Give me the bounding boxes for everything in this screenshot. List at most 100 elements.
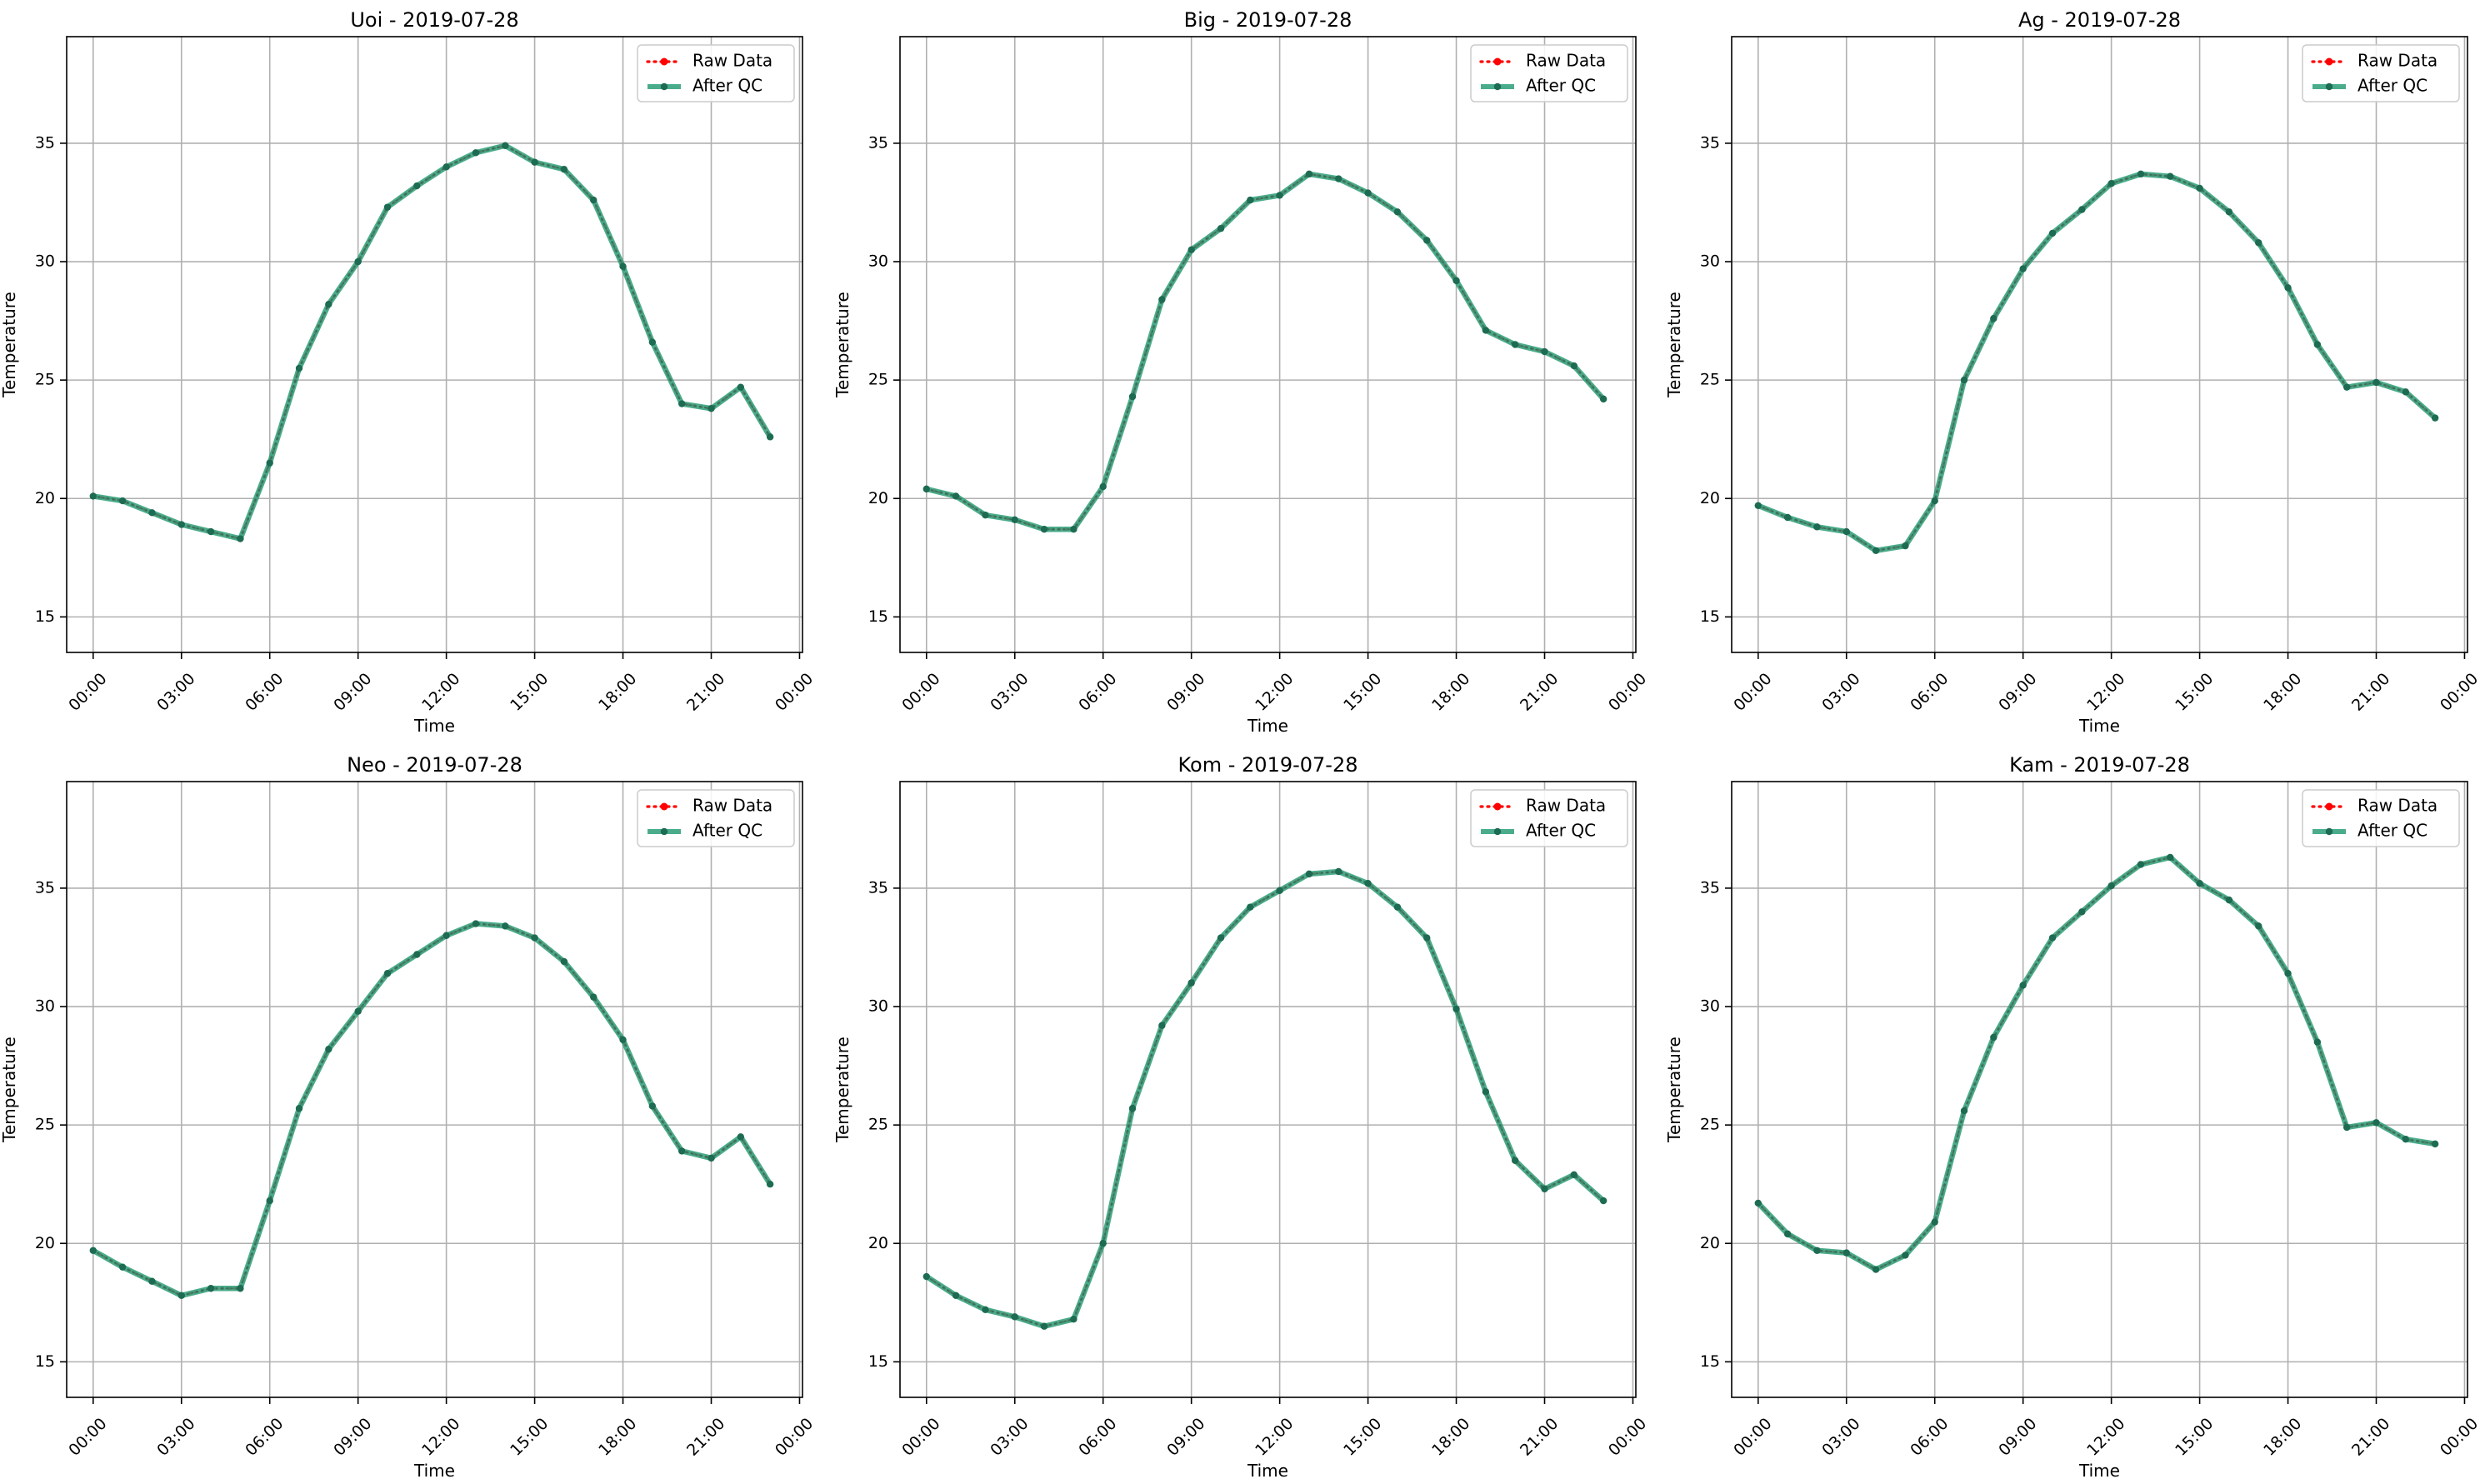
x-tick-label: 03:00 [1818, 1415, 1863, 1460]
x-tick-label: 00:00 [772, 670, 817, 715]
raw-data-line [92, 144, 772, 541]
subplot-6: 00:00 03:00 06:00 09:00 12:00 15:00 18:00 21:00… [1664, 753, 2482, 1481]
x-tick-label: 00:00 [898, 670, 943, 715]
after-qc-point [442, 932, 450, 939]
plot-frame [899, 781, 1637, 1398]
after-qc-point [1305, 870, 1313, 878]
x-axis-label: Time [1247, 716, 1288, 736]
after-qc-point [207, 527, 215, 536]
after-qc-point [1511, 341, 1519, 348]
x-tick-label: 12:00 [418, 670, 463, 715]
x-tick-label: 18:00 [595, 670, 640, 715]
legend-raw-marker [1493, 802, 1502, 811]
x-tick-label: 21:00 [1517, 1415, 1562, 1460]
after-qc-point [207, 1285, 215, 1292]
x-tick-label: 09:00 [1995, 670, 2040, 715]
raw-data-line [925, 870, 1605, 1328]
x-tick-label: 03:00 [153, 670, 198, 715]
y-tick-label: 15 [868, 607, 888, 626]
after-qc-point [1099, 1240, 1107, 1247]
after-qc-point [1364, 880, 1372, 887]
x-tick-label: 21:00 [683, 670, 728, 715]
x-tick-label: 00:00 [1605, 670, 1650, 715]
after-qc-point [1011, 1313, 1018, 1321]
after-qc-point [295, 364, 303, 372]
after-qc-point [2225, 896, 2233, 904]
after-qc-point [560, 957, 568, 966]
after-qc-point [766, 433, 774, 441]
y-tick-label: 35 [35, 133, 55, 152]
x-tick-label: 21:00 [683, 1415, 728, 1460]
y-tick-label: 15 [35, 1352, 55, 1371]
after-qc-point [325, 1045, 332, 1053]
after-qc-point [1902, 1252, 1909, 1259]
after-qc-point [1813, 1247, 1821, 1254]
after-qc-point [89, 492, 97, 500]
after-qc-point [383, 203, 392, 211]
y-tick-label: 25 [868, 371, 888, 389]
y-tick-label: 25 [1700, 371, 1720, 389]
subplot-5: 00:00 03:00 06:00 09:00 12:00 15:00 18:00 21:00… [832, 753, 1650, 1481]
after-qc-point [952, 1292, 960, 1299]
after-qc-point [354, 1007, 362, 1015]
legend-raw-label: Raw Data [692, 51, 772, 71]
after-qc-point [2402, 1135, 2410, 1143]
y-tick-label: 20 [1700, 1234, 1720, 1252]
y-axis-label: Temperature [0, 1037, 19, 1143]
x-tick-label: 12:00 [1252, 670, 1297, 715]
after-qc-point [2431, 1140, 2439, 1148]
after-qc-point [922, 1272, 930, 1281]
legend-raw-marker [1493, 57, 1502, 66]
after-qc-point [737, 1133, 745, 1141]
after-qc-point [982, 511, 989, 519]
y-axis-label: Temperature [0, 292, 19, 398]
raw-data-line [1757, 856, 2437, 1272]
after-qc-point [1452, 277, 1460, 284]
plot-frame [66, 36, 803, 653]
legend-qc-label: After QC [2358, 76, 2428, 96]
raw-data-overlay-line [92, 922, 772, 1297]
x-tick-label: 12:00 [418, 1415, 463, 1460]
subplot-3: 00:00 03:00 06:00 09:00 12:00 15:00 18:00 21:00… [1664, 8, 2482, 736]
legend-qc-marker [1493, 827, 1502, 836]
after-qc-point [2019, 265, 2027, 272]
after-qc-point [148, 1277, 156, 1285]
y-tick-label: 30 [1700, 252, 1720, 271]
x-tick-label: 03:00 [987, 670, 1032, 715]
legend-raw-label: Raw Data [2358, 796, 2438, 816]
x-axis-label: Time [2078, 1461, 2120, 1481]
raw-data-overlay-line [925, 172, 1605, 531]
x-tick-label: 15:00 [507, 1415, 552, 1460]
after-qc-point [1423, 237, 1431, 244]
after-qc-point [1599, 395, 1608, 403]
after-qc-point [502, 922, 509, 930]
x-tick-label: 00:00 [1730, 670, 1775, 715]
legend: Raw Data After QC [2302, 789, 2460, 847]
after-qc-point [2078, 206, 2086, 213]
legend-qc-marker [2325, 827, 2333, 836]
after-qc-point [1364, 189, 1372, 197]
x-tick-label: 09:00 [330, 1415, 375, 1460]
y-tick-label: 25 [35, 1116, 55, 1134]
after-qc-line [1755, 171, 2438, 554]
y-tick-label: 20 [1700, 489, 1720, 507]
after-qc-point [1040, 526, 1048, 533]
subplot-title: Kam - 2019-07-28 [2009, 753, 2190, 777]
after-qc-point [1247, 903, 1254, 911]
after-qc-point [1960, 1107, 1968, 1115]
legend-qc-marker [1493, 82, 1502, 91]
legend-qc-marker [660, 82, 668, 91]
x-tick-label: 00:00 [1605, 1415, 1650, 1460]
plot-frame [1731, 36, 2468, 653]
after-qc-point [266, 1197, 273, 1205]
after-qc-point [1393, 903, 1402, 911]
after-qc-point [708, 405, 715, 412]
legend-raw-label: Raw Data [1526, 51, 1606, 71]
x-tick-label: 09:00 [1995, 1415, 2040, 1460]
raw-data-overlay-line [1757, 856, 2437, 1271]
plot-frame [66, 781, 803, 1398]
after-qc-point [1099, 482, 1107, 491]
after-qc-point [1217, 934, 1225, 942]
y-tick-label: 30 [35, 997, 55, 1016]
after-qc-point [2313, 341, 2322, 348]
